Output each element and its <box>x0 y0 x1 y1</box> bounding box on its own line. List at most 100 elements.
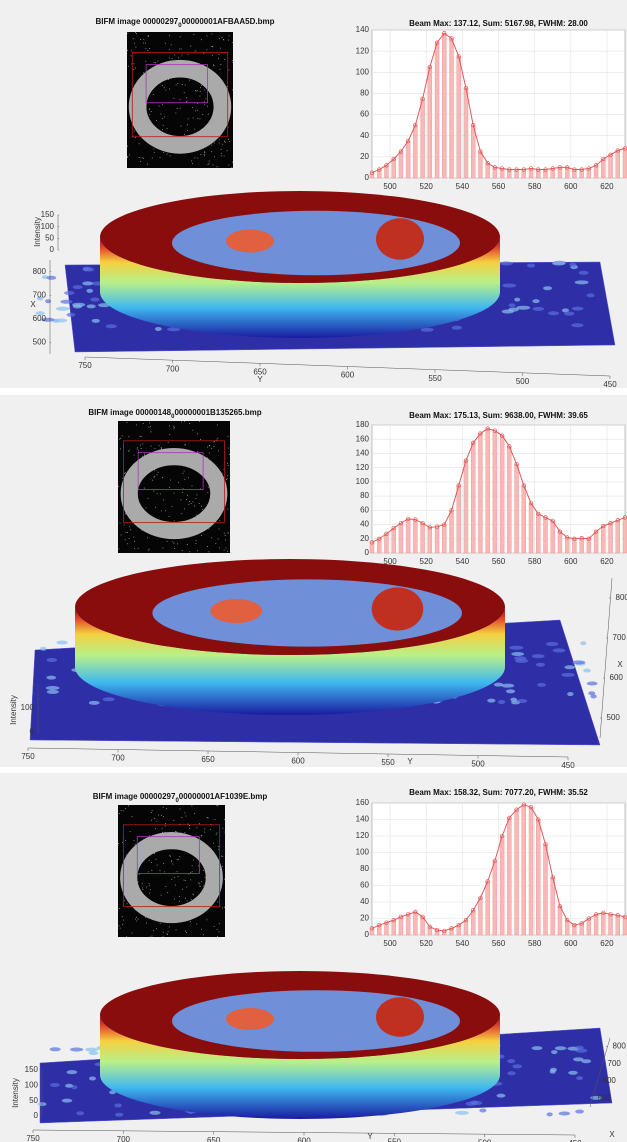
image-noise <box>204 155 205 157</box>
image-noise <box>195 542 197 544</box>
surface-noise <box>89 1076 96 1081</box>
image-noise <box>154 853 155 855</box>
image-noise <box>208 452 210 454</box>
image-noise <box>216 805 218 806</box>
image-noise <box>200 39 202 41</box>
x-axis-label: X <box>617 660 623 669</box>
bar <box>478 433 483 554</box>
image-noise <box>154 448 156 450</box>
bar <box>456 56 461 179</box>
image-ring <box>120 448 228 540</box>
y-tick-label: 700 <box>111 754 125 763</box>
image-noise <box>179 823 181 825</box>
bar <box>405 518 411 554</box>
image-noise <box>212 46 214 48</box>
marker <box>521 802 526 807</box>
y-axis-label: Y <box>407 757 413 766</box>
image-noise <box>150 426 151 427</box>
image-noise <box>204 152 206 154</box>
y-tick-label: 20 <box>360 152 369 161</box>
image-noise <box>180 125 182 127</box>
image-noise <box>200 154 202 155</box>
surface-noise <box>501 309 514 314</box>
marker <box>536 817 541 822</box>
bar <box>405 914 411 936</box>
marker <box>369 926 375 931</box>
y-tick-label: 100 <box>356 848 370 857</box>
image-noise <box>232 61 234 63</box>
image-noise <box>228 39 230 41</box>
image-noise <box>173 492 175 494</box>
image-noise <box>138 449 139 451</box>
image-noise <box>141 529 143 531</box>
x-tick-label: 500 <box>383 939 397 948</box>
image-noise <box>218 142 220 144</box>
image-noise <box>196 90 198 92</box>
image-noise <box>199 118 201 120</box>
surface-noise <box>558 1111 571 1116</box>
surface-noise <box>546 641 559 646</box>
image-noise <box>127 157 128 159</box>
marker <box>427 64 432 70</box>
bar <box>521 804 526 936</box>
bar <box>536 819 541 936</box>
image-noise <box>211 448 213 449</box>
surface-noise <box>561 308 570 313</box>
chart-title: Beam Max: 137.12, Sum: 5167.98, FWHM: 28… <box>409 19 588 28</box>
image-noise <box>164 42 166 44</box>
image-noise <box>150 431 152 433</box>
surface-noise <box>573 1057 584 1062</box>
image-noise <box>201 835 203 837</box>
image-noise <box>153 930 154 932</box>
bar <box>601 912 606 936</box>
z-axis-label: Intensity <box>11 1078 20 1108</box>
x-tick-label: 700 <box>608 1059 622 1068</box>
image-noise <box>192 107 193 108</box>
surface-noise <box>532 299 540 304</box>
surface-noise <box>575 1045 584 1050</box>
surface-noise <box>72 285 83 290</box>
bar <box>557 531 563 554</box>
image-noise <box>125 513 126 515</box>
image-noise <box>216 832 218 834</box>
marker <box>601 523 606 529</box>
marker <box>528 166 534 171</box>
image-noise <box>220 155 222 157</box>
surface-feature <box>210 599 263 623</box>
image-noise <box>129 154 131 156</box>
image-noise <box>118 813 120 815</box>
x-tick-label: 580 <box>528 939 542 948</box>
image-noise <box>123 919 125 921</box>
marker <box>434 524 440 529</box>
marker <box>579 535 584 541</box>
marker <box>471 440 476 445</box>
image-noise <box>199 885 201 887</box>
image-noise <box>228 447 229 449</box>
image-noise <box>200 488 202 490</box>
image-noise <box>199 823 200 825</box>
image-noise <box>201 535 202 536</box>
bar <box>478 897 483 936</box>
image-noise <box>211 46 213 47</box>
x-tick-label: 500 <box>607 713 621 722</box>
image-noise <box>214 156 216 158</box>
y-tick-label: 600 <box>291 757 305 766</box>
image-noise <box>142 455 144 457</box>
image-noise <box>193 894 195 896</box>
image-noise <box>129 526 131 528</box>
surface-noise <box>46 689 59 694</box>
image-noise <box>133 63 135 65</box>
image-noise <box>187 823 189 825</box>
image-noise <box>171 506 173 508</box>
image-noise <box>118 548 120 550</box>
line <box>371 804 626 932</box>
bar <box>528 503 534 554</box>
image-noise <box>134 548 135 550</box>
y-tick-label: 20 <box>360 914 369 923</box>
image-noise <box>124 472 126 474</box>
image-noise <box>210 829 212 830</box>
image-noise <box>195 90 197 92</box>
image-noise <box>227 465 229 467</box>
image-roi-inner <box>137 452 204 491</box>
